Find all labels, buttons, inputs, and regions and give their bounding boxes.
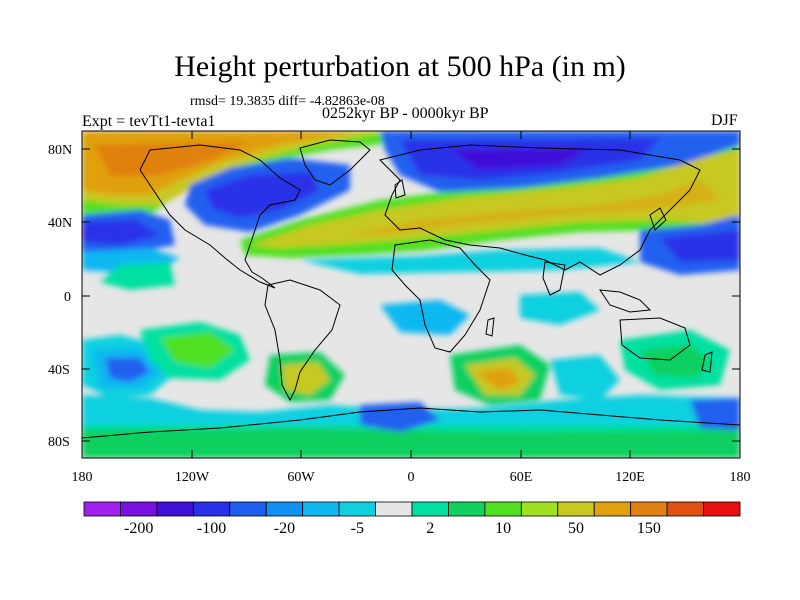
colorbar-swatch <box>265 501 304 517</box>
colorbar-label: -20 <box>274 520 295 537</box>
colorbar-swatch <box>83 501 121 517</box>
colorbar-swatch <box>192 501 231 517</box>
rmsd-text: rmsd= 19.3835 diff= -4.82863e-08 <box>190 94 385 109</box>
lon-label-120e: 120E <box>615 470 645 485</box>
colorbar-swatch <box>593 501 632 517</box>
longitude-axis: 180 120W 60W 0 60E 120E 180 <box>72 131 751 485</box>
colorbar <box>83 501 741 517</box>
lat-label-80s: 80S <box>48 435 70 450</box>
experiment-label: Expt = tevTt1-tevta1 <box>82 113 216 130</box>
colorbar-swatch <box>630 501 668 517</box>
lon-label-180e: 180 <box>730 470 751 485</box>
colorbar-swatch <box>703 501 741 517</box>
latitude-axis: 80N 40N 0 40S 80S <box>48 143 740 450</box>
colorbar-labels: -200 -100 -20 -5 2 10 50 150 <box>124 520 661 537</box>
colorbar-swatch <box>229 501 267 517</box>
season-label: DJF <box>711 112 738 129</box>
colorbar-swatch <box>520 501 559 517</box>
colorbar-swatch <box>338 501 376 517</box>
colorbar-label: 10 <box>495 520 511 537</box>
colorbar-swatch <box>120 501 158 517</box>
colorbar-swatch <box>484 501 522 517</box>
colorbar-label: -200 <box>124 520 153 537</box>
colorbar-swatch <box>302 501 340 517</box>
lat-label-0: 0 <box>64 290 71 305</box>
lon-label-60w: 60W <box>287 470 315 485</box>
colorbar-swatch <box>411 501 449 517</box>
colorbar-swatch <box>666 501 704 517</box>
colorbar-swatch <box>156 501 194 517</box>
lon-label-60e: 60E <box>510 470 533 485</box>
lon-label-0: 0 <box>408 470 415 485</box>
lat-label-40s: 40S <box>48 363 70 378</box>
colorbar-label: 50 <box>568 520 584 537</box>
colorbar-swatch <box>375 501 413 517</box>
chart-title: Height perturbation at 500 hPa (in m) <box>174 50 626 83</box>
period-text: 0252kyr BP - 0000kyr BP <box>322 105 489 122</box>
coastlines <box>82 139 740 439</box>
colorbar-label: -100 <box>197 520 226 537</box>
colorbar-swatch <box>448 501 486 517</box>
colorbar-swatch <box>557 501 595 517</box>
colorbar-label: 150 <box>637 520 661 537</box>
lat-label-40n: 40N <box>48 216 72 231</box>
colorbar-label: -5 <box>351 520 364 537</box>
lon-label-180w: 180 <box>72 470 93 485</box>
colorbar-label: 2 <box>426 520 434 537</box>
lon-label-120w: 120W <box>175 470 210 485</box>
lat-label-80n: 80N <box>48 143 72 158</box>
contour-field <box>82 131 740 458</box>
